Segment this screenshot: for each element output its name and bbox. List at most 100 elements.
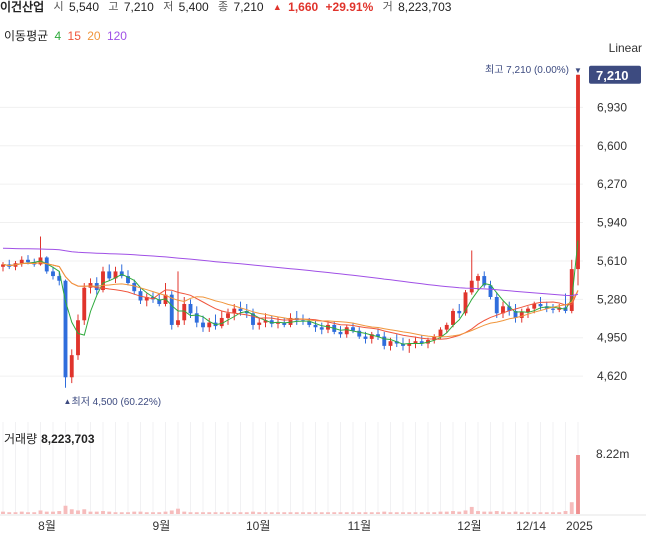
ma-label: 이동평균 <box>4 29 49 43</box>
low-label: 저 <box>163 1 174 13</box>
candle <box>401 343 405 346</box>
candle <box>238 308 243 311</box>
candle <box>538 303 543 307</box>
candle <box>132 283 137 292</box>
volume-bar <box>119 512 124 514</box>
volume-bar <box>401 512 405 514</box>
volume-bar <box>551 512 555 514</box>
candle <box>263 320 268 323</box>
volume-bar <box>94 511 99 514</box>
up-triangle-icon: ▲ <box>272 2 282 12</box>
candle <box>19 259 24 264</box>
candle <box>82 287 87 321</box>
candle <box>444 324 449 330</box>
y-tick-label: 4,620 <box>597 369 627 383</box>
volume-bar <box>332 512 337 514</box>
candle <box>126 276 130 284</box>
volume-bar <box>51 511 55 514</box>
volume-bar <box>369 512 374 514</box>
candle <box>276 322 280 324</box>
last-price-tag <box>589 65 641 84</box>
candle <box>344 327 349 335</box>
x-tick-label: 12/14 <box>516 519 546 533</box>
volume-bar <box>307 512 312 514</box>
volume-panel-title: 거래량 <box>4 432 38 446</box>
ma-period-120: 120 <box>106 29 127 43</box>
candle <box>357 330 362 337</box>
y-tick-label: 6,930 <box>597 100 627 114</box>
candle <box>351 327 355 331</box>
volume-label: 거 <box>382 1 393 13</box>
volume-bar <box>376 512 380 514</box>
volume-bar <box>526 512 530 514</box>
volume-bar <box>188 512 193 514</box>
candle <box>407 343 412 346</box>
candle <box>463 292 468 314</box>
volume-bar <box>457 511 462 514</box>
volume-bar <box>219 512 224 514</box>
y-tick-label: 4,950 <box>597 331 627 345</box>
volume-bar <box>482 511 487 514</box>
volume-bar <box>488 511 493 514</box>
candle <box>319 327 324 330</box>
high-label: 고 <box>108 1 119 13</box>
volume-bar <box>451 511 455 514</box>
candle <box>338 331 343 335</box>
scale-mode-toggle[interactable]: Linear <box>608 41 642 55</box>
candle <box>251 313 255 325</box>
candle <box>369 334 374 339</box>
volume-bar <box>532 512 537 514</box>
candle <box>419 341 424 344</box>
volume-bar <box>394 512 399 514</box>
candle <box>113 271 118 279</box>
volume-bar <box>513 511 518 514</box>
volume-bar <box>319 512 324 514</box>
candle <box>469 280 474 293</box>
quote-header: 이건산업 시 5,540 고 7,210 저 5,400 종 7,210 ▲ 1… <box>0 0 646 16</box>
volume-bar <box>226 512 230 514</box>
candle <box>176 320 180 325</box>
volume-bar <box>169 510 174 514</box>
volume-bar <box>301 512 305 514</box>
change-value: 1,660 <box>288 0 319 14</box>
volume-bar <box>76 510 80 514</box>
candle <box>451 310 455 325</box>
volume-bar <box>244 512 249 514</box>
volume-bar <box>463 510 468 514</box>
volume-bar <box>388 512 393 514</box>
volume-bar <box>144 512 149 514</box>
volume-bar <box>257 512 262 514</box>
volume-bar <box>7 512 12 514</box>
volume-bar <box>69 509 74 514</box>
volume-bar <box>232 512 237 514</box>
volume-bar <box>438 511 443 514</box>
volume-bar <box>57 511 62 514</box>
change-percent: +29.91% <box>325 0 374 14</box>
last-price-value: 7,210 <box>596 68 629 83</box>
candle <box>544 306 549 309</box>
volume-bar <box>126 512 130 514</box>
candle <box>169 294 174 325</box>
volume-bar <box>82 509 87 514</box>
volume-bar <box>63 505 68 514</box>
candle <box>382 336 387 346</box>
candle <box>182 303 187 321</box>
candle <box>257 322 262 325</box>
candle <box>394 341 399 344</box>
volume-axis-label: 8.22m <box>596 447 629 461</box>
y-tick-label: 6,600 <box>597 139 627 153</box>
moving-average-legend[interactable]: 이동평균 4 15 20 120 <box>4 27 130 44</box>
x-tick-label: 9월 <box>153 519 171 533</box>
ma-4-line <box>2 240 579 345</box>
volume-bar <box>413 512 418 514</box>
volume-bar <box>338 512 343 514</box>
candle <box>488 285 493 298</box>
high-value: 7,210 <box>123 0 154 14</box>
candle <box>501 306 505 314</box>
candle <box>76 320 80 356</box>
candle <box>107 271 112 279</box>
candle <box>201 322 205 328</box>
x-tick-label: 12월 <box>457 519 481 533</box>
candle <box>226 313 230 318</box>
